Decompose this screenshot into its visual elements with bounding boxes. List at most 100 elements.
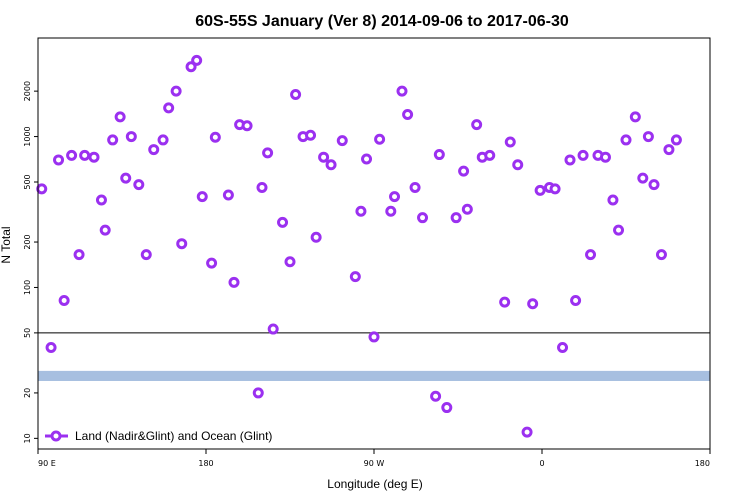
data-point [557,342,569,354]
y-tick-label: 20 [23,388,32,398]
data-point [206,257,218,269]
data-point [648,179,660,191]
data-point [336,135,348,147]
legend: Land (Nadir&Glint) and Ocean (Glint) [45,429,272,443]
data-point [99,224,111,236]
data-point [585,249,597,261]
data-point [228,276,240,288]
legend-label: Land (Nadir&Glint) and Ocean (Glint) [75,429,272,443]
data-point [157,134,169,146]
data-point [256,181,268,193]
x-tick-label: 180 [198,459,213,468]
data-point [670,134,682,146]
data-point [433,149,445,161]
data-point [499,296,511,308]
data-point [58,294,70,306]
data-point [504,136,516,148]
y-tick-label: 50 [23,328,32,338]
data-point [534,184,546,196]
y-tick-label: 200 [23,234,32,249]
data-point [133,179,145,191]
data-point [325,159,337,171]
data-point [613,224,625,236]
data-point [252,387,264,399]
data-point [267,323,279,335]
data-point [570,294,582,306]
data-point [209,131,221,143]
x-tick-label: 90 W [364,459,385,468]
data-point [53,154,65,166]
data-point [191,54,203,66]
data-point [409,181,421,193]
data-point [512,159,524,171]
legend-marker [50,430,62,442]
x-tick-label: 180 [695,459,710,468]
data-point [125,131,137,143]
data-point [430,390,442,402]
data-point [241,120,253,132]
data-point [521,426,533,438]
y-tick-label: 500 [23,174,32,189]
data-point [396,85,408,97]
data-point [629,111,641,123]
data-point [305,129,317,141]
data-point [95,194,107,206]
y-tick-label: 100 [23,280,32,295]
data-point [262,147,274,159]
data-point [45,342,57,354]
chart-title: 60S-55S January (Ver 8) 2014-09-06 to 20… [195,13,569,30]
data-point [349,271,361,283]
data-point [385,205,397,217]
data-point [107,134,119,146]
x-axis-label: Longitude (deg E) [327,477,422,491]
data-point [607,194,619,206]
data-point [284,256,296,268]
plot-frame [37,37,711,450]
data-point [461,203,473,215]
data-point [66,149,78,161]
data-point [140,249,152,261]
data-point [196,191,208,203]
y-axis-ticks: 10 20 50 100 200 500 1000 2000 [23,81,38,443]
data-point [599,151,611,163]
data-point [484,149,496,161]
data-point [290,89,302,101]
data-point [170,85,182,97]
data-point [88,151,100,163]
data-point [471,119,483,131]
data-point [374,133,386,145]
x-tick-label: 0 [539,459,544,468]
data-point [402,109,414,121]
data-point [564,154,576,166]
data-point [222,189,234,201]
data-point [637,172,649,184]
data-point [450,212,462,224]
band [38,370,710,381]
data-point [79,149,91,161]
x-axis-ticks: 90 E 180 90 W 0 180 [37,449,711,468]
data-point [441,402,453,414]
data-point [176,238,188,250]
x-tick-label: 90 E [38,459,56,468]
data-point [148,144,160,156]
data-point [361,153,373,165]
data-point [549,183,561,195]
y-tick-label: 1000 [23,126,32,146]
data-point [458,165,470,177]
data-point [277,216,289,228]
data-point [389,191,401,203]
data-point [663,144,675,156]
data-point [318,151,330,163]
data-point [577,149,589,161]
data-point [527,298,539,310]
data-point [114,111,126,123]
data-point [355,205,367,217]
y-axis-label: N Total [0,226,13,263]
data-point [120,172,132,184]
data-point [73,249,85,261]
data-point [185,61,197,73]
data-point [310,231,322,243]
data-points [36,54,682,438]
data-point [163,102,175,114]
